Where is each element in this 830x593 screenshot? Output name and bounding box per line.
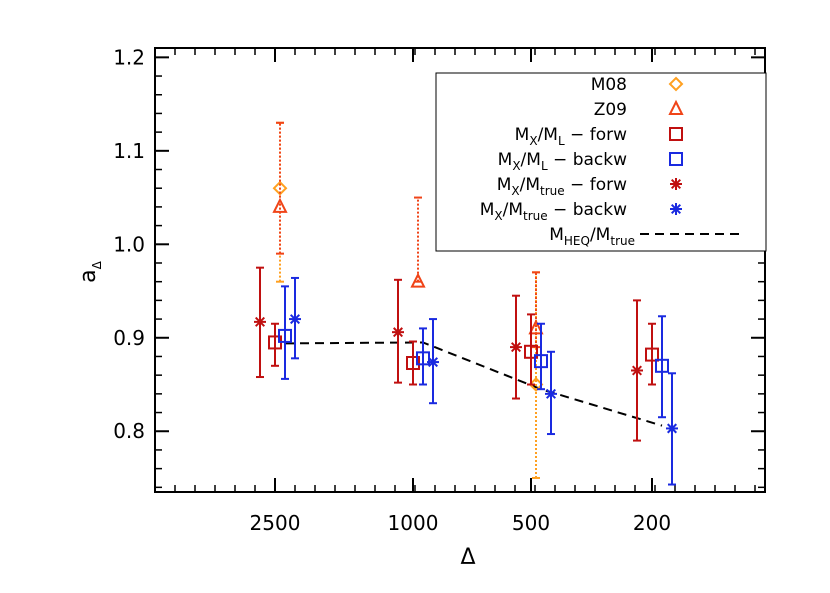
data-point bbox=[272, 121, 288, 283]
marker bbox=[545, 387, 557, 400]
x-tick-label: 200 bbox=[633, 511, 671, 535]
legend-label: Z09 bbox=[594, 100, 627, 120]
data-point bbox=[410, 196, 426, 288]
data-point bbox=[666, 372, 678, 486]
y-tick-label: 1.0 bbox=[113, 232, 145, 256]
y-tick-label: 0.9 bbox=[113, 326, 145, 350]
series-4 bbox=[254, 266, 643, 442]
data-point bbox=[545, 350, 557, 436]
marker bbox=[666, 422, 678, 435]
heq-line bbox=[284, 341, 663, 427]
marker bbox=[510, 341, 522, 354]
y-tick-label: 1.2 bbox=[113, 45, 145, 69]
x-axis: 2500 1000 500 200 bbox=[154, 48, 766, 535]
plot-frame bbox=[154, 47, 766, 493]
x-tick-label: 1000 bbox=[388, 511, 439, 535]
marker bbox=[392, 326, 404, 339]
legend-item: MX/Mtrue − forw bbox=[497, 175, 682, 198]
marker bbox=[427, 356, 439, 369]
legend-label: MX/ML − backw bbox=[498, 150, 627, 173]
legend-label: MX/Mtrue − forw bbox=[497, 175, 627, 198]
y-axis-title: aΔ bbox=[76, 260, 104, 282]
y-tick-label: 1.1 bbox=[113, 139, 145, 163]
marker bbox=[631, 364, 643, 377]
data-point bbox=[524, 313, 538, 386]
y-axis-title-sub: Δ bbox=[90, 260, 104, 269]
x-axis-title: Δ bbox=[460, 545, 475, 570]
legend-marker bbox=[670, 178, 682, 190]
marker bbox=[645, 347, 659, 362]
marker bbox=[272, 197, 288, 213]
marker bbox=[406, 356, 420, 371]
legend-item: MX/ML − forw bbox=[515, 125, 683, 148]
marker bbox=[289, 313, 301, 326]
x-tick-label: 2500 bbox=[250, 511, 301, 535]
data-point bbox=[254, 266, 266, 379]
legend-marker bbox=[668, 99, 684, 115]
marker bbox=[272, 180, 288, 196]
marker bbox=[410, 272, 426, 288]
data-point bbox=[631, 299, 643, 442]
data-point bbox=[427, 318, 439, 405]
marker bbox=[278, 328, 292, 343]
data-point bbox=[406, 340, 420, 386]
marker bbox=[655, 358, 669, 373]
heq-line-layer bbox=[284, 341, 663, 427]
series-1 bbox=[272, 121, 544, 349]
legend-box bbox=[435, 72, 767, 252]
marker bbox=[524, 344, 538, 359]
legend-item: MX/ML − backw bbox=[498, 150, 683, 173]
data-point bbox=[289, 276, 301, 360]
data-point bbox=[272, 121, 288, 255]
legend-item: MX/Mtrue − backw bbox=[480, 200, 682, 223]
series-layer bbox=[254, 121, 678, 486]
data-point bbox=[655, 315, 669, 419]
legend-marker bbox=[668, 76, 684, 92]
data-point bbox=[278, 285, 292, 380]
legend-marker bbox=[670, 203, 682, 215]
legend-label: M08 bbox=[591, 75, 627, 95]
legend-label: MX/ML − forw bbox=[515, 125, 627, 148]
legend-item: MHEQ/Mtrue bbox=[549, 225, 745, 248]
data-point bbox=[534, 322, 548, 391]
data-point bbox=[645, 322, 659, 386]
y-tick-label: 0.8 bbox=[113, 419, 145, 443]
legend-marker bbox=[669, 152, 683, 166]
data-point bbox=[392, 278, 404, 384]
legend-item: Z09 bbox=[594, 99, 684, 120]
legend-item: M08 bbox=[591, 75, 684, 95]
x-tick-label: 500 bbox=[512, 511, 550, 535]
series-2 bbox=[268, 313, 659, 386]
legend-label: MHEQ/Mtrue bbox=[549, 225, 635, 248]
data-point bbox=[510, 294, 522, 400]
legend-marker bbox=[669, 127, 683, 141]
marker bbox=[534, 354, 548, 369]
marker bbox=[254, 315, 266, 328]
y-axis-title-main: a bbox=[76, 269, 101, 282]
plot-border bbox=[154, 47, 766, 493]
marker bbox=[528, 319, 544, 335]
series-5 bbox=[289, 276, 678, 486]
legend-label: MX/Mtrue − backw bbox=[480, 200, 627, 223]
series-3 bbox=[278, 285, 669, 419]
